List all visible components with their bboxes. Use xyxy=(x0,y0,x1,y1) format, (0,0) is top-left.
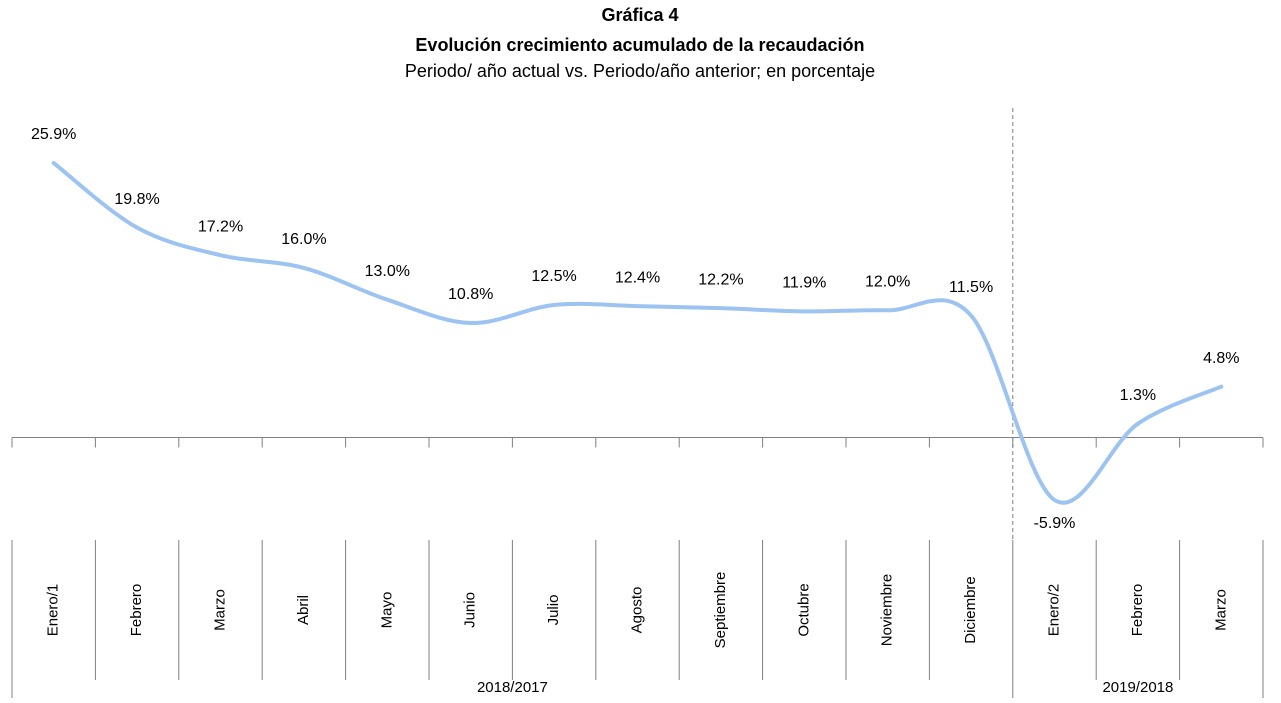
x-tick-label: Diciembre xyxy=(962,576,979,644)
x-tick-label: Marzo xyxy=(211,589,228,631)
data-label: 12.2% xyxy=(698,271,743,288)
x-tick-label: Noviembre xyxy=(879,574,896,647)
x-tick-label: Mayo xyxy=(378,592,395,629)
group-label: 2018/2017 xyxy=(477,679,548,696)
group-label: 2019/2018 xyxy=(1102,679,1173,696)
data-label: 11.5% xyxy=(949,279,993,296)
chart-subtitle: Evolución crecimiento acumulado de la re… xyxy=(415,35,864,55)
x-tick-label: Junio xyxy=(462,592,479,628)
chart-title: Gráfica 4 xyxy=(601,5,678,25)
data-label: 12.0% xyxy=(865,274,910,291)
line xyxy=(51,161,1224,505)
data-label: 12.5% xyxy=(531,268,576,285)
x-tick-label: Julio xyxy=(545,595,562,626)
chart-description: Periodo/ año actual vs. Periodo/año ante… xyxy=(405,61,875,81)
data-label: 10.8% xyxy=(448,286,493,303)
x-tick-label: Febrero xyxy=(1129,584,1146,637)
x-tick-label: Septiembre xyxy=(712,572,729,649)
data-label: 16.0% xyxy=(281,231,326,248)
x-tick-label: Abril xyxy=(295,595,312,625)
data-label: 12.4% xyxy=(615,269,660,286)
x-tick-label: Octubre xyxy=(795,583,812,636)
data-label: 1.3% xyxy=(1120,387,1156,404)
x-tick-label: Enero/2 xyxy=(1045,584,1062,637)
data-label: 25.9% xyxy=(31,126,76,143)
data-label: -5.9% xyxy=(1034,515,1076,532)
x-tick-label: Febrero xyxy=(128,584,145,637)
data-label: 11.9% xyxy=(782,275,826,292)
data-label: 19.8% xyxy=(114,191,159,208)
x-tick-label: Marzo xyxy=(1212,589,1229,631)
data-label: 13.0% xyxy=(365,263,410,280)
x-tick-label: Enero/1 xyxy=(45,584,62,637)
x-tick-label: Agosto xyxy=(628,587,645,634)
data-label: 17.2% xyxy=(198,218,243,235)
data-label: 4.8% xyxy=(1203,350,1239,367)
